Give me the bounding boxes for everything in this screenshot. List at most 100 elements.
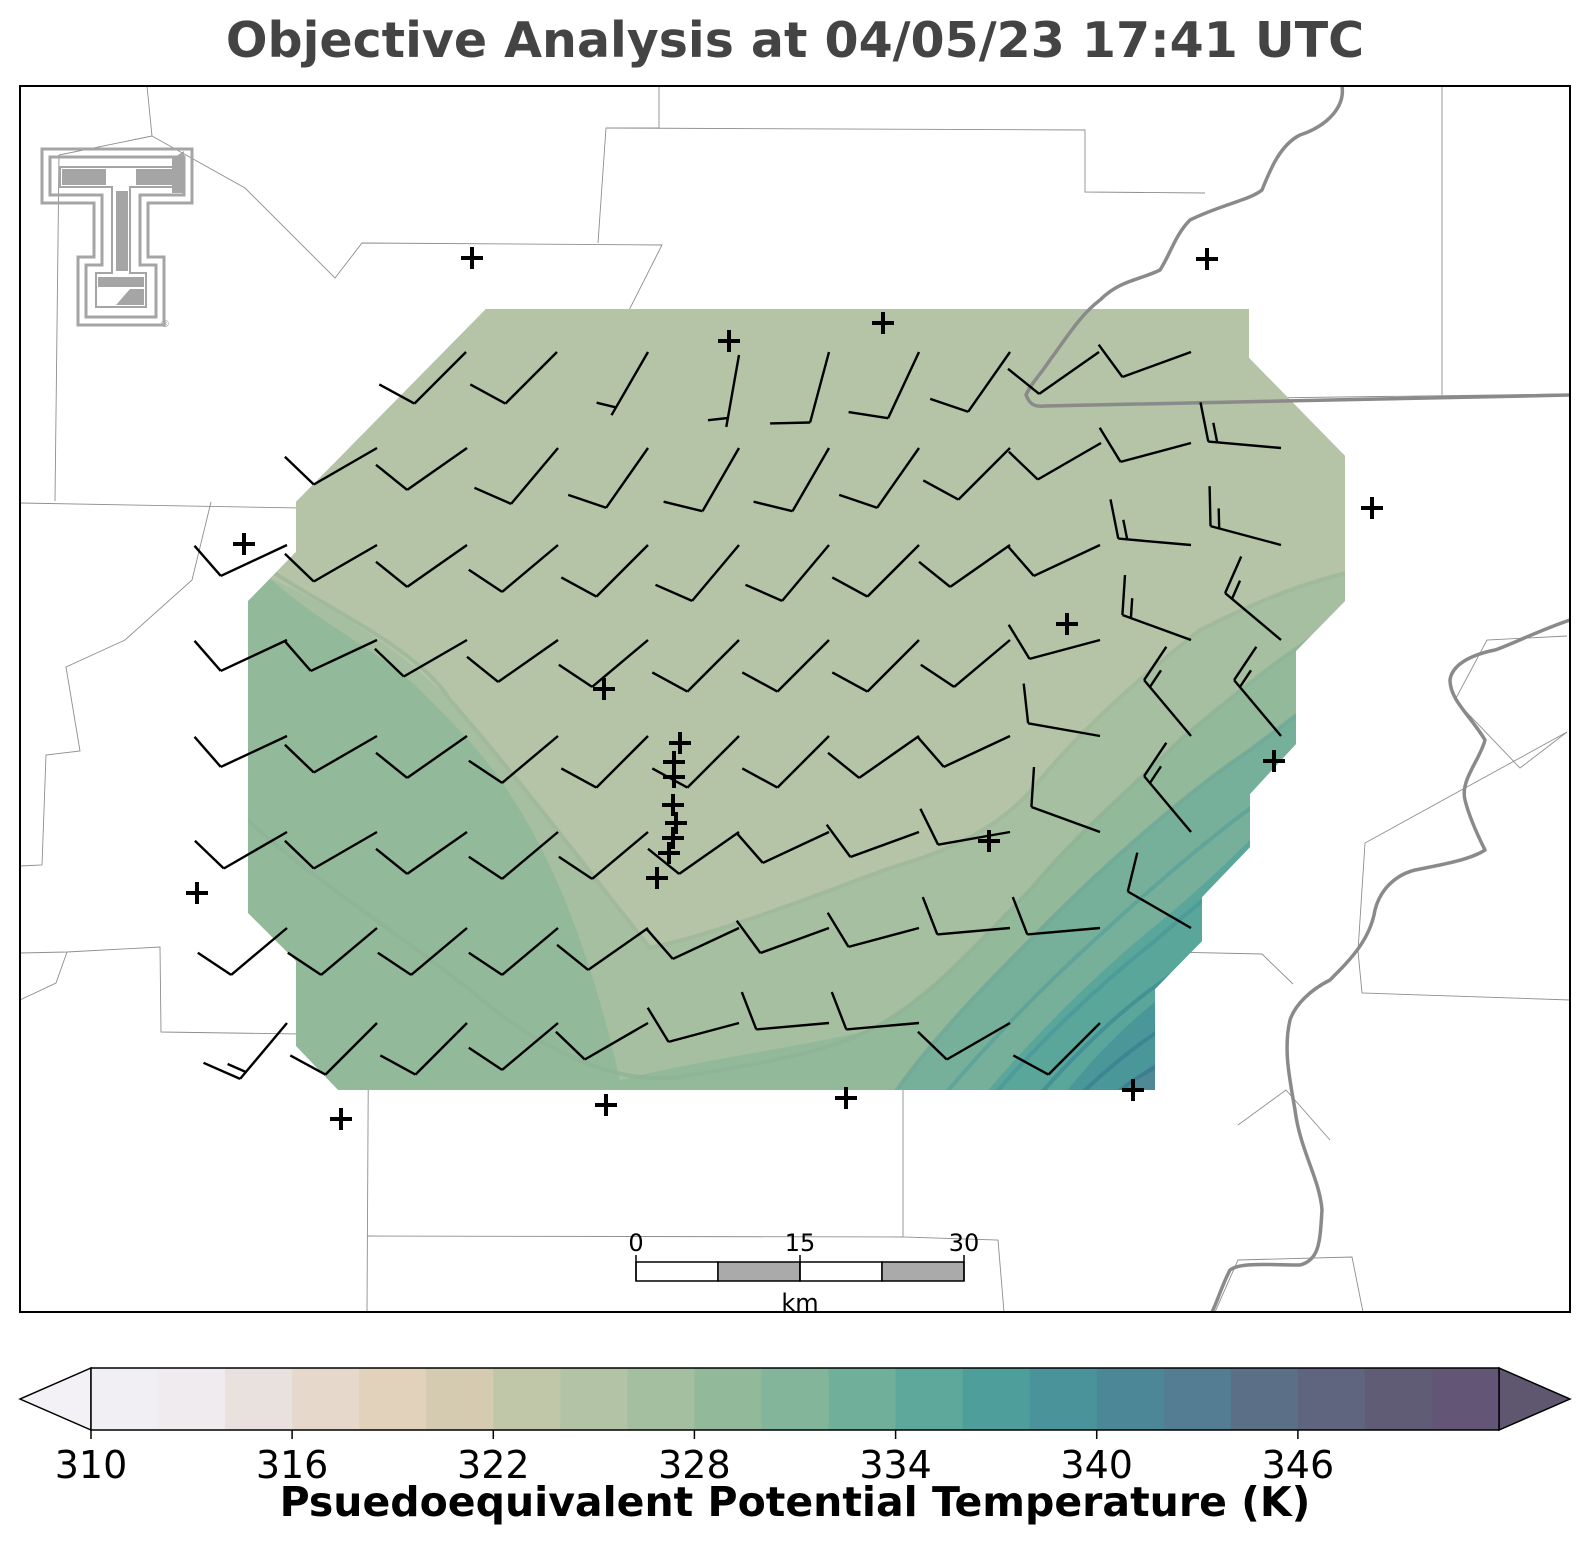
wind-barb xyxy=(375,447,468,491)
wind-barb xyxy=(284,446,378,486)
colorbar-tick-label: 316 xyxy=(256,1443,329,1487)
colorbar-label: Psuedoequivalent Potential Temperature (… xyxy=(279,1478,1311,1526)
wind-barb xyxy=(735,830,830,864)
wind-barb xyxy=(917,1021,1011,1061)
station-marker xyxy=(1263,750,1285,772)
station-marker xyxy=(665,812,687,834)
wind-barb xyxy=(284,734,378,774)
wind-barb xyxy=(283,638,378,672)
wind-barb xyxy=(735,919,830,955)
colorbar-bin xyxy=(895,1368,964,1430)
wind-barb xyxy=(468,544,559,593)
wind-barb xyxy=(378,351,467,405)
colorbar: 310 316 322 328 334 340 346 xyxy=(18,1366,1572,1487)
colorbar-tick-label: 334 xyxy=(859,1443,932,1487)
wind-barb xyxy=(646,1007,740,1044)
station-marker xyxy=(835,1087,857,1109)
wind-barb xyxy=(1098,427,1192,464)
scale-bar: 0 15 30 km xyxy=(628,1229,979,1317)
colorbar-over-arrow xyxy=(1498,1366,1572,1432)
colorbar-under-arrow xyxy=(18,1366,92,1432)
wind-barb xyxy=(1233,646,1282,737)
wind-barb xyxy=(918,544,1011,588)
wind-barb xyxy=(558,831,649,880)
wind-barb xyxy=(1022,683,1101,738)
wind-barb xyxy=(1097,343,1192,379)
wind-barb xyxy=(1006,543,1101,577)
wind-barb xyxy=(647,831,740,875)
colorbar-bin xyxy=(1096,1368,1165,1430)
wind-barb xyxy=(193,543,288,577)
colorbar-bin xyxy=(158,1368,226,1430)
logo-double-t: ® xyxy=(40,147,194,330)
wind-barb xyxy=(745,544,830,602)
wind-barb xyxy=(1012,1022,1101,1076)
wind-barb xyxy=(1011,896,1101,936)
wind-barb xyxy=(645,926,740,960)
colorbar-tick-label: 346 xyxy=(1262,1443,1335,1487)
wind-barb xyxy=(466,639,559,683)
wind-barb xyxy=(770,351,831,425)
colorbar-tick-label: 310 xyxy=(55,1443,128,1487)
colorbar-bin xyxy=(1029,1368,1098,1430)
wind-barb xyxy=(655,544,740,602)
station-markers xyxy=(186,247,1383,1130)
scale-unit: km xyxy=(781,1289,818,1317)
colorbar-bin xyxy=(1297,1368,1366,1430)
wind-barb xyxy=(375,831,468,875)
wind-barb xyxy=(1007,624,1101,661)
wind-barb xyxy=(921,896,1011,936)
field-band-warm4 xyxy=(1120,1000,1345,1090)
wind-barb xyxy=(289,1022,378,1076)
wind-barb xyxy=(741,639,830,693)
wind-barb xyxy=(651,735,740,789)
station-marker xyxy=(662,794,684,816)
scale-label-30: 30 xyxy=(949,1229,980,1257)
wind-barb xyxy=(1121,575,1192,642)
wind-barb xyxy=(651,639,740,693)
wind-barb xyxy=(556,927,649,971)
theta-e-field xyxy=(248,309,1345,1090)
colorbar-bin xyxy=(426,1368,494,1430)
wind-barbs xyxy=(193,343,1282,1080)
wind-barb xyxy=(469,351,558,405)
wind-barb xyxy=(929,351,1011,413)
wind-barb xyxy=(830,991,920,1031)
wind-barb xyxy=(468,831,559,880)
wind-barb xyxy=(1007,351,1100,395)
wind-barb xyxy=(916,734,1011,768)
station-marker xyxy=(872,312,894,334)
colorbar-bin xyxy=(694,1368,763,1430)
station-marker xyxy=(978,830,1000,852)
colorbar-bin xyxy=(292,1368,360,1430)
wind-barb xyxy=(287,927,378,976)
wind-barb xyxy=(1143,646,1192,737)
wind-barb xyxy=(831,544,920,598)
station-marker xyxy=(595,1094,617,1116)
wind-barb xyxy=(558,639,649,688)
colorbar-bin xyxy=(962,1368,1031,1430)
colorbar-bin xyxy=(1364,1368,1433,1430)
wind-barb xyxy=(663,447,741,513)
wind-barb xyxy=(826,912,920,949)
colorbar-bin xyxy=(493,1368,561,1430)
wind-barb xyxy=(1208,486,1282,547)
wind-barb xyxy=(825,823,920,859)
wind-barb xyxy=(827,735,920,779)
wind-barb xyxy=(920,639,1011,688)
colorbar-bin xyxy=(828,1368,897,1430)
map-frame xyxy=(19,85,1571,1313)
station-marker xyxy=(669,732,691,754)
wind-barb xyxy=(919,808,1011,846)
station-marker xyxy=(186,882,208,904)
wind-barb xyxy=(1030,767,1101,834)
station-marker xyxy=(593,678,615,700)
wind-barb xyxy=(596,351,650,416)
wind-barb xyxy=(555,1021,649,1061)
station-marker xyxy=(1056,613,1078,635)
colorbar-tick-label: 328 xyxy=(658,1443,731,1487)
wind-barb xyxy=(377,927,468,976)
wind-barb xyxy=(567,447,649,509)
wind-barb xyxy=(1199,402,1282,450)
